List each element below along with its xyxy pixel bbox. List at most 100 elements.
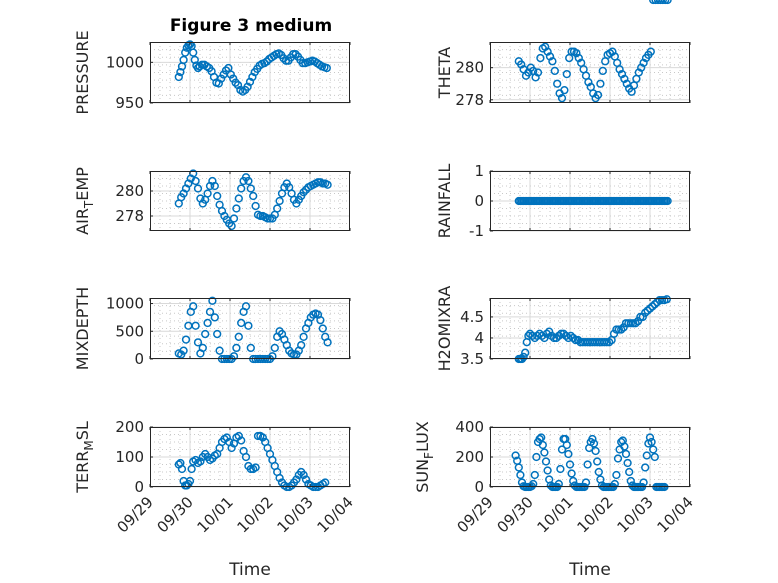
subplot-terr_msl: 0 100 200 TERRMSL 09/2909/3010/0110/0210/031… bbox=[73, 418, 357, 580]
y-tick-label: 4.5 bbox=[460, 308, 484, 326]
data-point bbox=[516, 470, 525, 480]
data-point bbox=[591, 446, 600, 456]
data-point bbox=[538, 440, 547, 450]
data-point bbox=[657, 295, 667, 305]
data-point bbox=[253, 431, 263, 441]
series-terr_msl bbox=[174, 431, 330, 492]
data-point bbox=[268, 352, 277, 361]
data-point bbox=[241, 452, 251, 462]
series-rainfall bbox=[514, 196, 672, 206]
data-point bbox=[641, 463, 650, 472]
data-point bbox=[229, 74, 238, 83]
data-point bbox=[588, 434, 597, 444]
data-point bbox=[217, 74, 226, 83]
data-point bbox=[179, 55, 188, 65]
data-point bbox=[229, 214, 239, 223]
data-point bbox=[594, 467, 603, 477]
data-point bbox=[237, 184, 246, 193]
data-point bbox=[205, 307, 215, 317]
data-point bbox=[602, 338, 611, 347]
axes-box bbox=[490, 298, 690, 359]
data-point bbox=[553, 79, 562, 88]
data-point bbox=[321, 478, 330, 487]
x-tick-label: 10/03 bbox=[274, 493, 317, 536]
data-point bbox=[605, 338, 614, 347]
data-point bbox=[650, 452, 659, 462]
data-point bbox=[609, 329, 619, 338]
data-point bbox=[187, 464, 196, 474]
y-tick-label: 3.5 bbox=[460, 350, 484, 368]
data-point bbox=[262, 57, 271, 66]
data-point bbox=[210, 313, 219, 322]
data-point bbox=[215, 346, 224, 355]
x-tick-label: 09/30 bbox=[154, 493, 197, 536]
y-tick-label: 4 bbox=[474, 329, 484, 347]
data-point bbox=[256, 211, 265, 221]
series-theta bbox=[514, 0, 672, 103]
data-point bbox=[557, 445, 567, 454]
data-point bbox=[323, 180, 332, 189]
data-point bbox=[234, 332, 243, 341]
data-point bbox=[179, 346, 188, 355]
y-tick-label: 0 bbox=[134, 478, 144, 496]
data-point bbox=[581, 478, 591, 487]
data-point bbox=[596, 79, 605, 88]
data-point bbox=[566, 331, 575, 341]
data-point bbox=[610, 479, 619, 489]
data-point bbox=[548, 57, 557, 66]
subplot-sun_flux: 0 200 400 SUNFLUX 09/2909/3010/0110/0210/031… bbox=[413, 418, 697, 580]
data-point bbox=[662, 295, 671, 304]
data-point bbox=[213, 191, 222, 201]
data-point bbox=[318, 179, 327, 188]
data-point bbox=[649, 0, 658, 5]
y-tick-label: 0 bbox=[474, 192, 484, 210]
data-point bbox=[642, 451, 651, 460]
series-air_temp bbox=[174, 169, 332, 231]
data-point bbox=[658, 0, 667, 5]
data-point bbox=[565, 460, 575, 469]
data-point bbox=[297, 340, 306, 350]
x-tick-label: 09/29 bbox=[114, 493, 157, 536]
y-axis-label: H2OMIXRA bbox=[435, 286, 454, 372]
y-tick-label: 278 bbox=[115, 207, 144, 225]
data-point bbox=[246, 184, 255, 193]
data-point bbox=[556, 464, 565, 474]
data-point bbox=[263, 214, 272, 223]
data-point bbox=[234, 431, 243, 441]
y-tick-label: 0 bbox=[474, 478, 484, 496]
data-point bbox=[589, 439, 599, 448]
y-tick-label: 200 bbox=[115, 418, 144, 436]
x-tick-label: 10/03 bbox=[614, 493, 657, 536]
data-point bbox=[225, 219, 234, 228]
data-point bbox=[629, 319, 638, 328]
subplot-rainfall: -1 0 1 RAINFALL bbox=[435, 162, 691, 240]
axes-box bbox=[150, 298, 350, 359]
data-point bbox=[227, 221, 236, 231]
data-point bbox=[656, 0, 665, 5]
y-axis-label: SUNFLUX bbox=[413, 421, 436, 493]
data-point bbox=[562, 440, 571, 450]
data-point bbox=[626, 319, 635, 328]
data-point bbox=[301, 475, 311, 484]
data-point bbox=[561, 331, 571, 341]
data-point bbox=[554, 479, 563, 489]
y-tick-label: 278 bbox=[455, 91, 484, 109]
data-point bbox=[540, 448, 549, 457]
data-point bbox=[559, 329, 568, 338]
data-point bbox=[533, 68, 543, 77]
data-point bbox=[231, 78, 240, 87]
data-point bbox=[189, 48, 198, 57]
data-point bbox=[639, 478, 648, 487]
data-point bbox=[537, 331, 547, 341]
data-point bbox=[612, 470, 621, 480]
data-point bbox=[573, 335, 583, 345]
data-point bbox=[213, 329, 222, 339]
data-point bbox=[181, 335, 191, 344]
data-point bbox=[177, 464, 187, 474]
data-point bbox=[569, 333, 578, 343]
data-point bbox=[542, 329, 551, 338]
data-point bbox=[643, 306, 652, 315]
y-tick-label: 950 bbox=[115, 94, 144, 112]
data-point bbox=[191, 176, 200, 186]
